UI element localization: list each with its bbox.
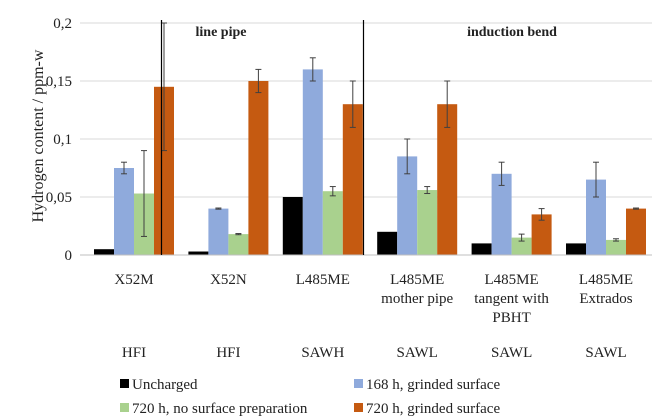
section-label-line-pipe: line pipe [196, 25, 247, 40]
bar [437, 104, 458, 255]
bar [228, 234, 249, 255]
error-bars [121, 22, 639, 242]
y-tick-label: 0,15 [46, 74, 72, 90]
category-label: mother pipe [381, 291, 453, 307]
legend-entry: 168 h, grinded surface [366, 377, 500, 393]
gridlines [80, 22, 652, 198]
category-label: L485ME [390, 272, 444, 288]
category-labels: X52M HFI X52N HFI L485ME SAWH L485ME mother pip… [114, 272, 633, 361]
process-label: SAWL [491, 345, 532, 361]
bar [114, 168, 134, 255]
bar [282, 197, 303, 255]
bar [471, 243, 492, 255]
category-label: Extrados [579, 291, 632, 307]
category-label: PBHT [492, 310, 530, 326]
bar [322, 191, 343, 255]
process-label: HFI [216, 345, 240, 361]
bar [94, 249, 114, 255]
bar [342, 104, 363, 255]
category-label: tangent with [474, 291, 549, 307]
category-label: X52N [210, 272, 247, 288]
bar [377, 231, 398, 255]
category-label: L485ME [579, 272, 633, 288]
process-label: HFI [122, 345, 146, 361]
bar [397, 156, 418, 255]
y-tick-label: 0,1 [53, 132, 72, 148]
bar [586, 179, 606, 255]
legend: Uncharged 168 h, grinded surface 720 h, no… [120, 377, 500, 416]
y-axis-label: Hydrogen content / ppm-w [30, 49, 47, 222]
process-label: SAWL [585, 345, 626, 361]
bar [154, 86, 174, 255]
y-tick-label: 0,05 [46, 190, 72, 206]
bar [606, 239, 626, 255]
legend-swatch [120, 379, 129, 388]
y-tick-label: 0,2 [53, 16, 72, 32]
category-label: L485ME [296, 272, 350, 288]
section-label-induction-bend: induction bend [467, 25, 557, 40]
y-tick-labels: 0 0,05 0,1 0,15 0,2 [46, 16, 72, 264]
bar [208, 208, 229, 255]
bar [302, 69, 323, 256]
bars [94, 69, 646, 256]
bar [531, 214, 552, 255]
bar [491, 173, 512, 255]
category-label: X52M [114, 272, 153, 288]
bar [566, 243, 586, 255]
bar [511, 237, 532, 255]
process-label: SAWL [397, 345, 438, 361]
bar [417, 190, 438, 255]
legend-entry: Uncharged [132, 377, 198, 393]
legend-swatch [354, 379, 363, 388]
bar [626, 208, 646, 255]
legend-entry: 720 h, no surface preparation [132, 401, 308, 416]
y-tick-label: 0 [65, 248, 73, 264]
legend-swatch [354, 403, 363, 412]
bar [188, 251, 209, 255]
axes [80, 20, 652, 256]
bar [248, 81, 269, 255]
legend-entry: 720 h, grinded surface [366, 401, 500, 416]
category-label: L485ME [485, 272, 539, 288]
process-label: SAWH [301, 345, 344, 361]
legend-swatch [120, 403, 129, 412]
